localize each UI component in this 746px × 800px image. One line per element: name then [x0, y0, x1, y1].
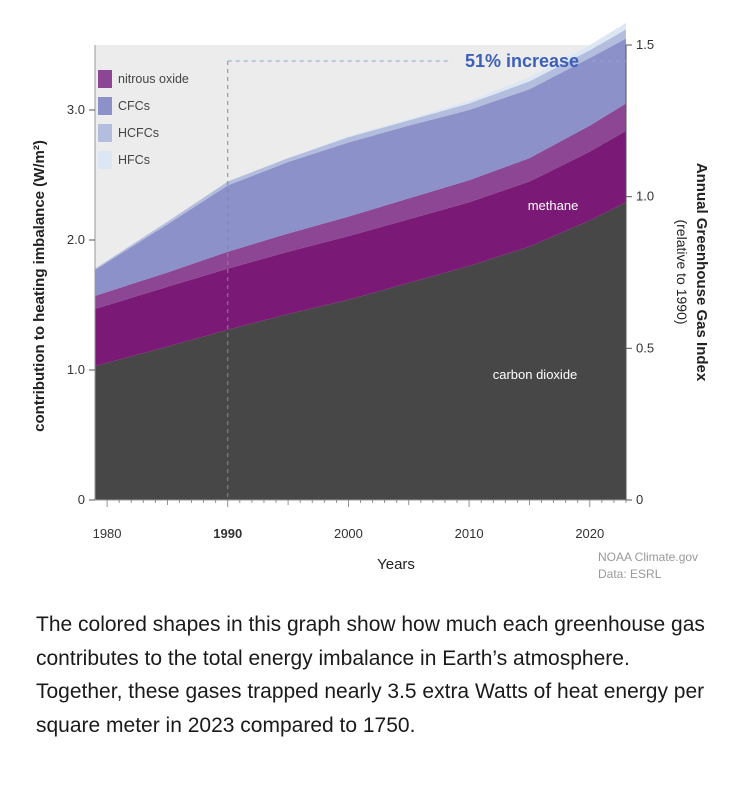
y2-tick-label: 0.5 — [636, 340, 654, 355]
legend-swatch — [98, 97, 112, 115]
x-tick-label: 2020 — [575, 526, 604, 541]
series-label-carbon-dioxide: carbon dioxide — [493, 367, 578, 382]
y2-tick-label: 1.5 — [636, 37, 654, 52]
x-tick-label: 2000 — [334, 526, 363, 541]
x-tick-label: 1990 — [213, 526, 242, 541]
area-methane — [95, 130, 626, 367]
y-tick-label: 2.0 — [67, 232, 85, 247]
series-label-methane: methane — [528, 198, 579, 213]
chart-caption: The colored shapes in this graph show ho… — [36, 613, 705, 737]
legend-swatch — [98, 151, 112, 169]
legend-swatch — [98, 124, 112, 142]
y2-axis-subtitle: (relative to 1990) — [674, 219, 690, 324]
legend-label: CFCs — [118, 99, 150, 113]
increase-annotation: 51% increase — [465, 51, 579, 71]
x-axis-title: Years — [377, 556, 415, 573]
legend-label: HFCs — [118, 153, 150, 167]
area-nitrous-oxide — [95, 103, 626, 309]
credit-data: Data: ESRL — [598, 567, 662, 581]
x-tick-label: 2010 — [455, 526, 484, 541]
credit-source: NOAA Climate.gov — [598, 550, 698, 564]
area-carbon-dioxide — [95, 202, 626, 501]
y-tick-label: 0 — [78, 492, 85, 507]
legend-label: HCFCs — [118, 126, 159, 140]
legend-label: nitrous oxide — [118, 72, 189, 86]
y-tick-label: 3.0 — [67, 102, 85, 117]
y2-axis-title: Annual Greenhouse Gas Index — [693, 163, 710, 382]
x-tick-label: 1980 — [93, 526, 122, 541]
y-tick-label: 1.0 — [67, 362, 85, 377]
ghg-chart: 0 1.0 2.0 3.0 0 0.5 1.0 1.5 1980 1990 2000 2010 2020… — [31, 22, 710, 581]
y-axis-title: contribution to heating imbalance (W/m²) — [31, 140, 48, 432]
y2-tick-label: 1.0 — [636, 189, 654, 204]
y2-tick-label: 0 — [636, 492, 643, 507]
legend-swatch — [98, 70, 112, 88]
